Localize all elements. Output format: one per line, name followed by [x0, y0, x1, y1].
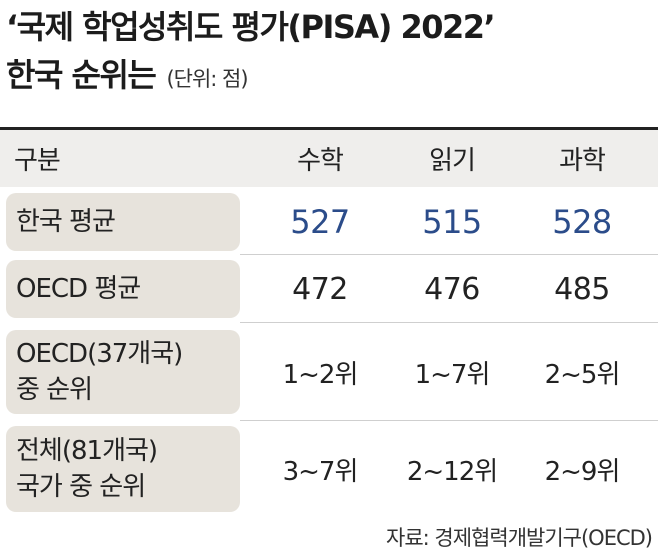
chart-subtitle: 한국 순위는 (단위: 점): [6, 50, 249, 96]
header-math: 수학: [297, 146, 344, 176]
korea-reading-score: 515: [422, 203, 482, 241]
table-header: [0, 127, 658, 187]
source-note: 자료: 경제협력개발기구(OECD): [386, 526, 653, 550]
row-label-oecd-average: OECD 평균: [6, 260, 240, 318]
oecd-rank-reading: 1~7위: [414, 359, 491, 390]
row-divider: [240, 322, 658, 323]
korea-science-score: 528: [552, 203, 612, 241]
row-label-text: OECD 평균: [16, 274, 141, 304]
unit-label: (단위: 점): [166, 67, 248, 91]
oecd-science-score: 485: [554, 271, 610, 307]
row-label-overall-rank: 전체(81개국) 국가 중 순위: [6, 426, 240, 512]
overall-rank-reading: 2~12위: [406, 456, 498, 487]
korea-math-score: 527: [290, 203, 350, 241]
header-category: 구분: [14, 146, 61, 176]
overall-rank-math: 3~7위: [282, 456, 359, 487]
row-label-korea-average: 한국 평균: [6, 193, 240, 251]
header-science: 과학: [559, 146, 606, 176]
chart-title: ‘국제 학업성취도 평가(PISA) 2022’: [6, 8, 496, 46]
row-label-line2: 국가 중 순위: [16, 472, 146, 502]
oecd-rank-math: 1~2위: [282, 359, 359, 390]
row-divider: [240, 254, 658, 255]
oecd-rank-science: 2~5위: [544, 359, 621, 390]
row-label-oecd-rank: OECD(37개국) 중 순위: [6, 330, 240, 414]
oecd-math-score: 472: [292, 271, 348, 307]
header-reading: 읽기: [429, 146, 476, 176]
row-label-line2: 중 순위: [16, 375, 93, 405]
row-label-line1: 전체(81개국): [16, 436, 158, 466]
oecd-reading-score: 476: [424, 271, 480, 307]
row-divider: [240, 420, 658, 421]
overall-rank-science: 2~9위: [544, 456, 621, 487]
row-label-line1: OECD(37개국): [16, 339, 183, 369]
row-label-text: 한국 평균: [16, 207, 116, 237]
subtitle-text: 한국 순위는: [6, 56, 157, 94]
